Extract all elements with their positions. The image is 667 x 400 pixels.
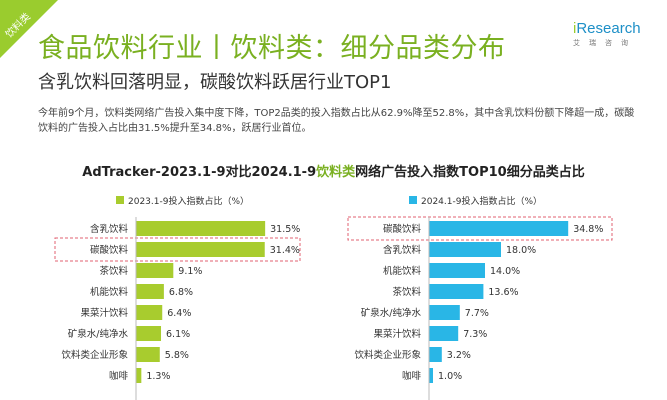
bar-2024 [429,347,442,362]
value-label-2024: 3.2% [447,350,471,361]
bar-2023 [136,368,142,383]
bar-2024 [429,305,460,320]
category-label-2024: 矿泉水/纯净水 [361,307,422,319]
bar-2024 [429,242,501,257]
value-label-2023: 31.4% [270,245,300,256]
category-label-2023: 茶饮料 [99,265,128,277]
page-subtitle: 含乳饮料回落明显，碳酸饮料跃居行业TOP1 [38,72,392,93]
value-label-2023: 9.1% [178,266,202,277]
legend-swatch-2023 [116,196,124,204]
legend-swatch-2024 [409,196,417,204]
highlight-box-2023 [54,237,301,262]
logo-prefix: i [573,20,577,37]
category-label-2023: 果菜汁饮料 [80,307,128,319]
category-label-2023: 机能饮料 [90,286,129,298]
bar-2023 [136,242,265,257]
value-label-2023: 31.5% [270,224,300,235]
bar-2024 [429,368,433,383]
chart-title-part2: 网络广告投入指数TOP10细分品类占比 [355,165,585,180]
category-label-2023: 饮料类企业形象 [61,349,128,361]
bar-2023 [136,326,162,341]
bar-2023 [136,263,174,278]
bar-2023 [136,347,160,362]
value-label-2024: 1.0% [438,371,462,382]
page-title: 食品饮料行业丨饮料类：细分品类分布 [38,33,506,64]
legend-label-2023: 2023.1-9投入指数占比（%） [128,195,249,207]
category-label-2024: 咖啡 [402,370,422,382]
bar-2024 [429,221,569,236]
chart-title-part1: AdTracker-2023.1-9对比2024.1-9 [82,165,317,180]
bar-2024 [429,326,459,341]
bar-2024 [429,263,485,278]
chart-title: AdTracker-2023.1-9对比2024.1-9饮料类网络广告投入指数T… [0,161,667,180]
value-label-2023: 1.3% [146,371,170,382]
category-label-2024: 饮料类企业形象 [354,349,421,361]
logo-subtext: 艾瑞咨询 [573,39,637,47]
category-label-2024: 机能饮料 [383,265,422,277]
legend-label-2024: 2024.1-9投入指数占比（%） [421,195,542,207]
category-label-2024: 碳酸饮料 [383,223,422,235]
value-label-2023: 5.8% [165,350,189,361]
iresearch-logo: iResearch 艾瑞咨询 [573,20,653,48]
category-label-2024: 茶饮料 [392,286,421,298]
value-label-2024: 13.6% [488,287,518,298]
category-label-2024: 含乳饮料 [383,244,422,256]
chart-title-highlight: 饮料类 [316,165,356,180]
category-label-2023: 碳酸饮料 [90,244,129,256]
value-label-2024: 34.8% [573,224,603,235]
value-label-2023: 6.4% [167,308,191,319]
value-label-2023: 6.8% [169,287,193,298]
logo-name: Research [576,20,641,37]
value-label-2024: 14.0% [490,266,520,277]
value-label-2023: 6.1% [166,329,190,340]
highlight-box-2024 [347,216,613,241]
bar-2023 [136,305,163,320]
bar-2023 [136,284,164,299]
value-label-2024: 7.3% [463,329,487,340]
value-label-2024: 18.0% [506,245,536,256]
category-label-2023: 矿泉水/纯净水 [68,328,129,340]
category-label-2024: 果菜汁饮料 [373,328,421,340]
value-label-2024: 7.7% [465,308,489,319]
category-label-2023: 咖啡 [109,370,129,382]
category-label-2023: 含乳饮料 [90,223,129,235]
bar-2024 [429,284,484,299]
description-text: 今年前9个月，饮料类网络广告投入集中度下降，TOP2品类的投入指数占比从62.9… [38,108,635,134]
bar-2023 [136,221,266,236]
corner-tag-background [0,0,58,58]
